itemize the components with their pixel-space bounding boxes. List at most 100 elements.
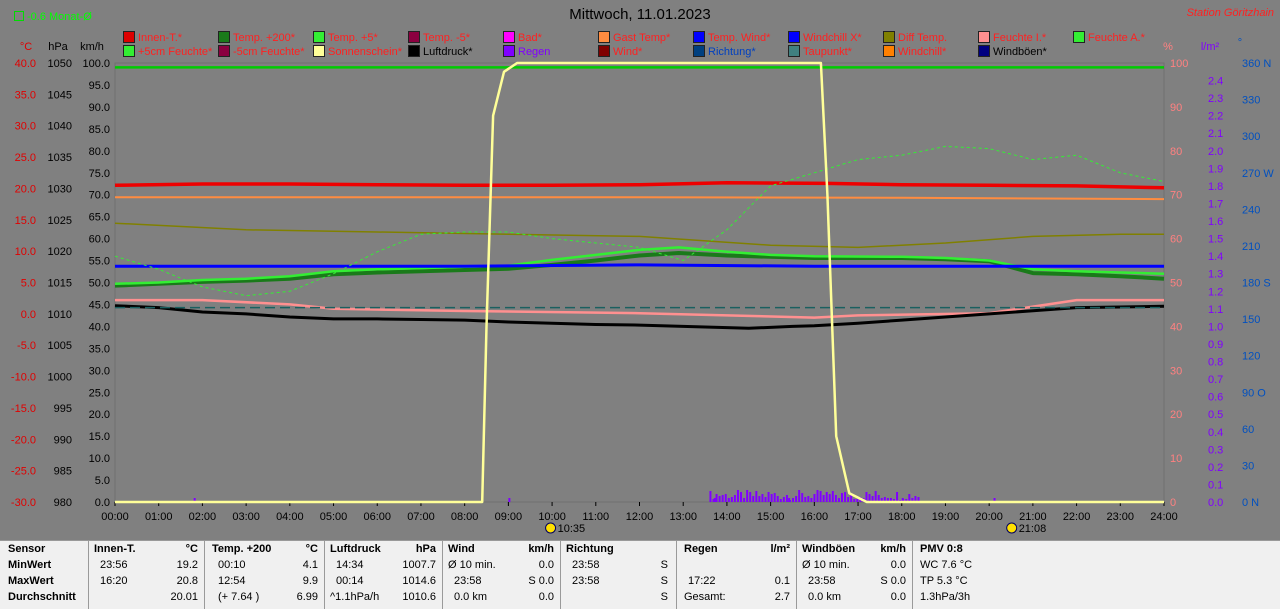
y-tick-rain: 1.3 — [1208, 269, 1223, 281]
rain-bar — [908, 494, 911, 502]
x-tick-label: 07:00 — [407, 511, 435, 523]
legend-label: Feuchte I.* — [993, 32, 1047, 44]
rain-bar — [773, 493, 776, 502]
rain-bar — [816, 490, 819, 502]
legend-item: Sonnenschein* — [313, 45, 402, 58]
rain-bar — [914, 496, 917, 502]
stats-value: S — [660, 591, 668, 603]
stats-row-label: MaxWert — [8, 575, 54, 587]
y-tick-direction: 90 O — [1242, 387, 1266, 399]
legend-swatch — [503, 45, 515, 57]
y-tick-rain: 1.9 — [1208, 163, 1223, 175]
x-tick-label: 11:00 — [582, 511, 609, 523]
rain-bar — [727, 498, 730, 502]
y-tick-kmh: 95.0 — [89, 80, 110, 92]
stats-header: Wind — [448, 543, 475, 555]
stats-time: 00:10 — [218, 559, 246, 571]
y-tick-celsius: 25.0 — [15, 152, 36, 164]
rain-bar — [883, 497, 886, 502]
rain-bar — [746, 490, 749, 502]
y-tick-celsius: -25.0 — [11, 466, 36, 478]
legend-item: Windchill* — [883, 45, 946, 58]
y-tick-rain: 1.6 — [1208, 216, 1223, 228]
y-tick-rain: 1.4 — [1208, 251, 1223, 263]
legend-item: Regen — [503, 45, 550, 58]
x-tick-label: 17:00 — [844, 511, 872, 523]
legend-label: Windchill X* — [803, 32, 862, 44]
rain-bars — [193, 490, 996, 502]
x-tick-label: 19:00 — [932, 511, 960, 523]
legend-swatch — [788, 45, 800, 57]
y-tick-percent: 50 — [1170, 278, 1182, 290]
y-tick-direction: 210 — [1242, 241, 1260, 253]
y-tick-direction: 180 S — [1242, 278, 1271, 290]
y-tick-kmh: 25.0 — [89, 387, 110, 399]
stats-value: 20.8 — [176, 575, 198, 587]
legend-swatch — [503, 31, 515, 43]
stats-value: 6.99 — [296, 591, 318, 603]
y-tick-rain: 1.7 — [1208, 198, 1223, 210]
legend-swatch — [1073, 31, 1085, 43]
rain-bar — [804, 497, 807, 502]
rain-bar — [886, 498, 889, 502]
y-tick-rain: 1.1 — [1208, 304, 1223, 316]
rain-bar — [798, 490, 801, 502]
y-tick-rain: 0.7 — [1208, 374, 1223, 386]
legend-item: Richtung* — [693, 45, 756, 58]
x-tick-label: 01:00 — [145, 511, 173, 523]
rain-bar — [880, 498, 883, 502]
legend-swatch — [408, 45, 420, 57]
stats-value: S — [660, 575, 668, 587]
rain-bar — [193, 498, 196, 502]
rain-bar — [844, 492, 847, 502]
rain-bar — [743, 498, 746, 502]
y-tick-direction: 60 — [1242, 424, 1254, 436]
x-tick-label: 21:00 — [1019, 511, 1047, 523]
y-tick-kmh: 60.0 — [89, 234, 110, 246]
rain-bar — [822, 495, 825, 502]
y-tick-hpa: 1010 — [48, 309, 72, 321]
rain-bar — [782, 497, 785, 502]
rain-bar — [749, 492, 752, 502]
legend-swatch — [978, 45, 990, 57]
y-tick-direction: 360 N — [1242, 58, 1271, 70]
rain-bar — [889, 498, 892, 502]
y-tick-hpa: 1005 — [48, 340, 72, 352]
legend-label: Feuchte A.* — [1088, 32, 1145, 44]
y-tick-celsius: -5.0 — [17, 340, 36, 352]
series-line-temp5 — [114, 246, 1165, 286]
rain-bar — [905, 499, 908, 502]
rain-bar — [788, 498, 791, 502]
y-tick-kmh: 65.0 — [89, 212, 110, 224]
stats-value: 20.01 — [170, 591, 198, 603]
legend-item: +5cm Feuchte* — [123, 45, 212, 58]
y-tick-kmh: 10.0 — [89, 453, 110, 465]
legend-swatch — [693, 31, 705, 43]
y-tick-rain: 1.8 — [1208, 181, 1223, 193]
y-tick-kmh: 30.0 — [89, 365, 110, 377]
y-tick-hpa: 980 — [54, 497, 72, 509]
legend-label: Temp. +200* — [233, 32, 296, 44]
legend-swatch — [408, 31, 420, 43]
legend-swatch — [883, 45, 895, 57]
stats-value: 19.2 — [176, 559, 198, 571]
stats-panel: Sensor MinWert MaxWert Durchschnitt Inne… — [0, 540, 1280, 609]
x-tick-label: 12:00 — [626, 511, 654, 523]
y-tick-percent: 0 — [1170, 497, 1176, 509]
stats-col-regen: Regen l/m² 17:22 0.1 Gesamt: 2.7 — [676, 541, 797, 609]
stats-col-richtung: Richtung 23:58 S 23:58 S S — [560, 541, 677, 609]
rain-bar — [740, 492, 743, 502]
stats-value: 0.0 — [890, 591, 906, 603]
stats-value: 0.0 — [890, 559, 906, 571]
y-tick-celsius: -30.0 — [11, 497, 36, 509]
stats-value: 0.0 — [538, 591, 554, 603]
stats-time: 00:14 — [336, 575, 364, 587]
rain-bar — [736, 490, 739, 502]
rain-bar — [767, 492, 770, 502]
x-tick-label: 20:00 — [975, 511, 1003, 523]
rain-bar — [834, 495, 837, 502]
legend-item: Temp. +200* — [218, 31, 295, 44]
rain-bar — [893, 499, 896, 502]
legend-item: Innen-T.* — [123, 31, 182, 44]
y-tick-celsius: -10.0 — [11, 372, 36, 384]
